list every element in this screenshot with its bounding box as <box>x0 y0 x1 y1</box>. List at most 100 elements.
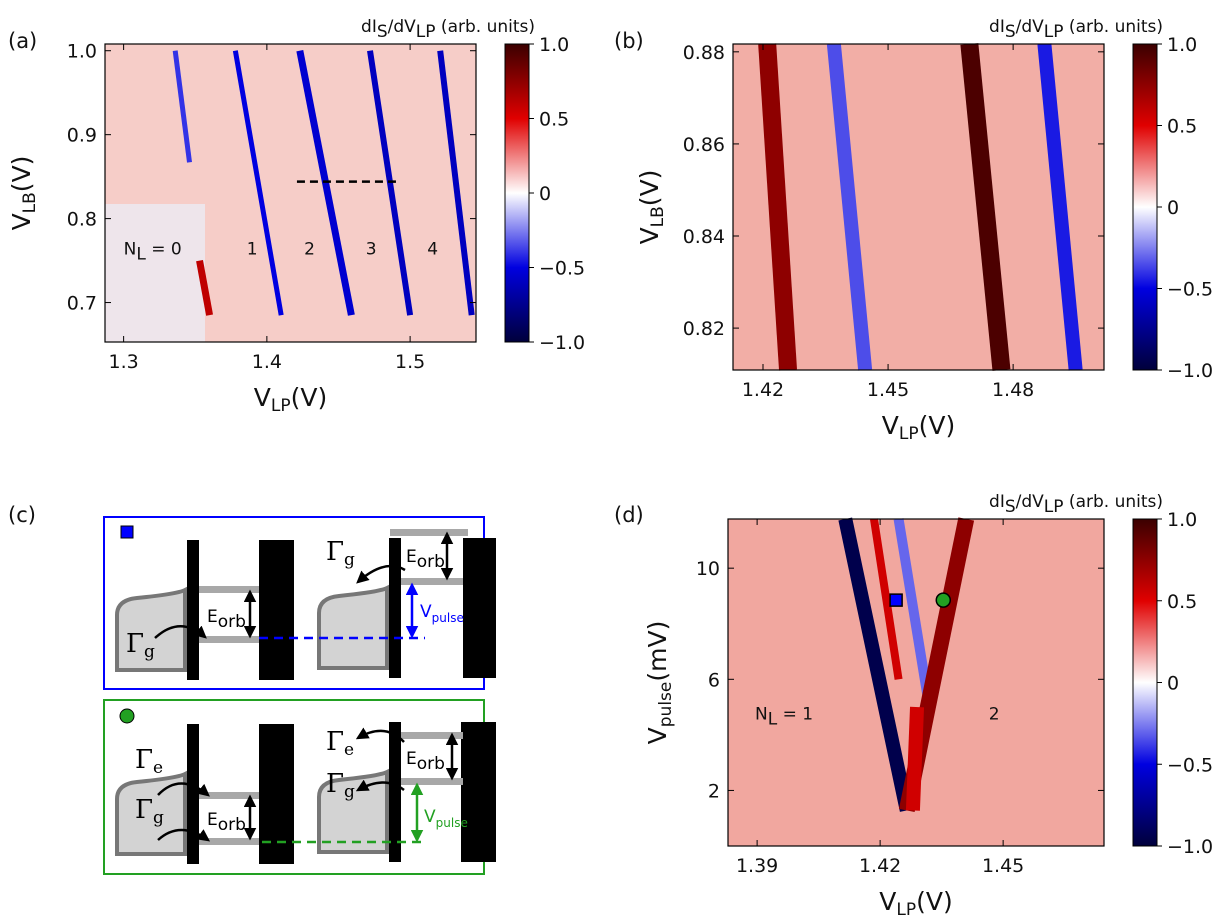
y-tick-label: 10 <box>696 558 720 580</box>
energy-level <box>199 636 259 643</box>
colorbar-title-part: LP <box>1044 497 1064 517</box>
gamma-g-label-part: Γ <box>126 629 144 659</box>
resonance-line <box>196 259 214 316</box>
gamma-e-label-part: Γ <box>135 745 153 775</box>
tunnel-arrow <box>355 727 405 743</box>
gamma-g-label-part: g <box>344 782 355 802</box>
colorbar-gradient <box>1132 518 1158 847</box>
gamma-e-label: Γe <box>135 745 163 778</box>
tunnel-barrier-left <box>187 724 199 864</box>
gamma-e-label-part: e <box>344 740 354 760</box>
gamma-e-label-part: Γ <box>326 727 344 757</box>
gamma-e-label-part: e <box>153 758 163 778</box>
x-tick-label: 1.48 <box>992 379 1034 401</box>
tunnel-barrier-left <box>389 722 401 862</box>
colorbar-tick-label: 0 <box>539 183 551 205</box>
circle-marker <box>935 592 952 608</box>
y-tick-label: 0.82 <box>683 318 725 340</box>
energy-level <box>199 792 259 799</box>
y-tick-label: 0.9 <box>67 125 97 147</box>
y-axis-label-part: (V) <box>7 156 36 193</box>
y-tick-label: 6 <box>708 669 720 691</box>
colorbar-title-part: S <box>1005 497 1016 517</box>
e-orb-label-part: orb <box>218 612 246 632</box>
x-axis-label-part: V <box>879 887 896 916</box>
v-pulse-label-part: V <box>424 807 436 827</box>
colorbar-title-part: S <box>1005 22 1016 42</box>
charge-state-label-part: N <box>124 240 137 260</box>
resonance-line <box>838 517 914 812</box>
resonance-line <box>367 50 414 316</box>
gamma-g-label-part: g <box>153 808 164 828</box>
v-pulse-label-part: V <box>420 602 432 622</box>
v-pulse-label-part: pulse <box>432 611 464 625</box>
y-tick-label: 1.0 <box>67 41 97 63</box>
x-tick-label: 1.42 <box>859 855 901 877</box>
blue-square-marker <box>120 525 134 539</box>
colorbar-title-part: (arb. units) <box>436 17 535 37</box>
gamma-g-label-part: Γ <box>326 769 344 799</box>
x-axis-label-part: (V) <box>916 887 953 916</box>
resonance-line <box>960 43 1011 371</box>
y-tick-label: 0.86 <box>683 134 725 156</box>
x-axis-label-part: (V) <box>291 383 328 412</box>
colorbar-title-part: /dV <box>1016 492 1045 512</box>
colorbar-tick-label: −0.5 <box>1167 754 1213 776</box>
colorbar-title: dIS/dVLP (arb. units) <box>989 17 1163 42</box>
colorbar-tick-label: −0.5 <box>1167 279 1213 301</box>
colorbar-tick-label: −0.5 <box>539 258 585 280</box>
x-axis-label: VLP(V) <box>879 887 952 920</box>
resonance-line <box>758 43 798 371</box>
y-axis-label-part: (V) <box>635 170 664 207</box>
lead-fermi-sea <box>317 768 389 854</box>
gamma-e-label: Γe <box>326 727 354 760</box>
charge-state-label: 4 <box>427 240 438 260</box>
colorbar-tick-label: −1.0 <box>539 332 585 354</box>
tunnel-arrow <box>356 564 406 584</box>
panel-label-d: (d) <box>614 503 644 527</box>
y-axis-label-part: V <box>7 213 36 230</box>
green-circle-marker <box>119 708 135 724</box>
e-orb-label-part: E <box>207 607 218 627</box>
colorbar-title-part: LP <box>416 22 436 42</box>
charge-state-label-part: 2 <box>304 240 315 260</box>
colorbar-title-part: dI <box>361 17 377 37</box>
plot-frame <box>727 518 1105 847</box>
colorbar-tick-label: 0.5 <box>539 109 569 131</box>
y-axis-label-part: V <box>635 227 664 244</box>
colorbar-gradient <box>504 43 530 343</box>
charge-state-label-part: = 0 <box>146 240 182 260</box>
e-orb-label: Eorb <box>406 547 445 572</box>
panel-label-a: (a) <box>8 29 37 53</box>
lead-fermi-sea <box>317 584 389 670</box>
x-axis-label-part: (V) <box>919 411 956 440</box>
y-axis-label-part: LB <box>20 192 40 213</box>
gamma-g-label: Γg <box>135 795 164 828</box>
colorbar-title-part: dI <box>989 492 1005 512</box>
colorbar-gradient <box>1132 43 1158 371</box>
gamma-g-label-part: g <box>344 550 355 570</box>
v-pulse-label: Vpulse <box>420 602 464 625</box>
x-axis-label-part: LP <box>899 424 919 444</box>
charge-state-label-part: = 1 <box>777 705 813 725</box>
tunnel-barrier-right <box>259 540 294 680</box>
e-orb-label: Eorb <box>207 810 246 835</box>
tunnel-barrier-right <box>463 540 485 678</box>
plot-frame <box>732 43 1105 371</box>
gamma-g-label: Γg <box>126 629 155 662</box>
e-orb-label-part: orb <box>417 754 445 774</box>
charge-state-label-part: 1 <box>247 240 258 260</box>
resonance-line <box>1037 43 1083 371</box>
y-axis-label-part: V <box>643 727 672 744</box>
tunnel-arrow <box>355 779 405 792</box>
colorbar-tick-label: 0 <box>1167 673 1179 695</box>
charge-state-label-part: 4 <box>427 240 438 260</box>
colorbar-title-part: dI <box>989 17 1005 37</box>
e-orb-label-part: E <box>207 810 218 830</box>
x-axis-label-part: LP <box>896 900 916 920</box>
colorbar-title-part: /dV <box>1016 17 1045 37</box>
colorbar-a: 1.0 0.5 0 −0.5 −1.0 dIS/dVLP (arb. units) <box>361 17 585 354</box>
colorbar-title-part: (arb. units) <box>1064 17 1163 37</box>
tunnel-barrier-left <box>389 538 401 678</box>
colorbar-title-part: LP <box>1044 22 1064 42</box>
